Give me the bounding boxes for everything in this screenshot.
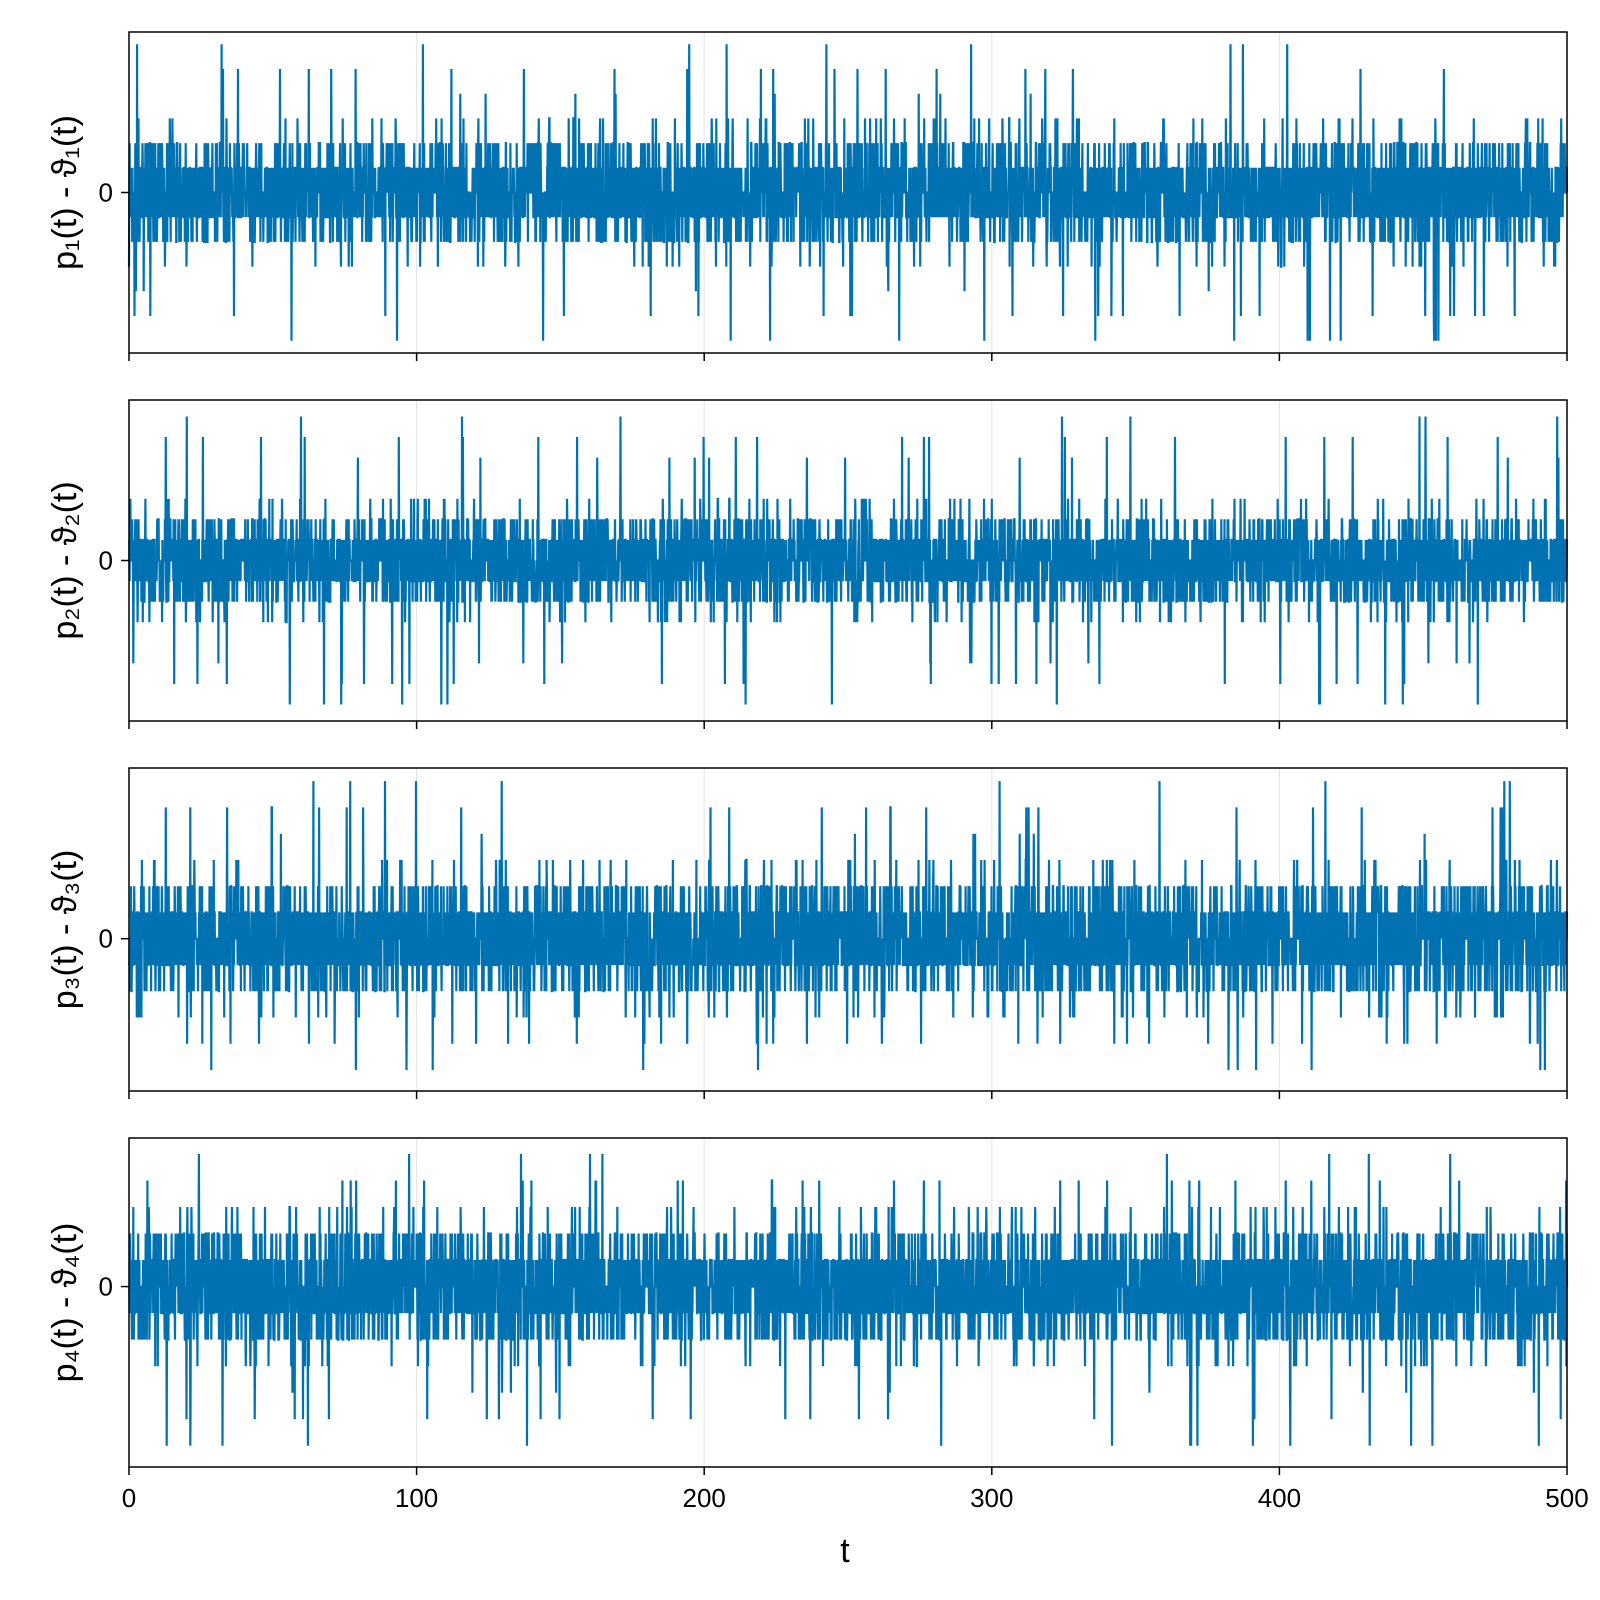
x-tick-label: 200 <box>683 1483 726 1513</box>
panels: 0 p₁(t) - ϑ₁(t) 0 p₂(t) - ϑ₂(t) 0 p₃(t) - ϑ₃(… <box>46 31 1589 1513</box>
x-axis-label: t <box>840 1532 850 1570</box>
x-tick-label: 500 <box>1545 1483 1588 1513</box>
panel-4: 0 100 200 300 400 500 0 p₄(t) - ϑ₄(t) <box>46 1137 1589 1513</box>
x-tick-label: 100 <box>395 1483 438 1513</box>
y-axis-label: p₃(t) - ϑ₃(t) <box>46 850 84 1010</box>
y-tick-label: 0 <box>99 546 113 576</box>
panel-1: 0 p₁(t) - ϑ₁(t) <box>46 31 1569 361</box>
panel-3: 0 p₃(t) - ϑ₃(t) <box>46 767 1569 1099</box>
series-line <box>128 416 1569 705</box>
y-tick-label: 0 <box>99 924 113 954</box>
y-axis-label: p₂(t) - ϑ₂(t) <box>46 481 84 639</box>
panel-2: 0 p₂(t) - ϑ₂(t) <box>46 399 1569 729</box>
y-axis-label: p₁(t) - ϑ₁(t) <box>46 115 84 270</box>
y-tick-label: 0 <box>99 1272 113 1302</box>
x-tick-label: 300 <box>970 1483 1013 1513</box>
y-tick-label: 0 <box>99 178 113 208</box>
series-line <box>127 44 1569 341</box>
x-tick-label: 0 <box>122 1483 136 1513</box>
x-tick-label: 400 <box>1258 1483 1301 1513</box>
series-line <box>128 781 1569 1071</box>
plot-frame <box>128 767 1568 1092</box>
y-axis-label: p₄(t) - ϑ₄(t) <box>46 1223 84 1383</box>
plot-frame <box>128 1137 1568 1468</box>
series-line <box>128 1153 1569 1446</box>
